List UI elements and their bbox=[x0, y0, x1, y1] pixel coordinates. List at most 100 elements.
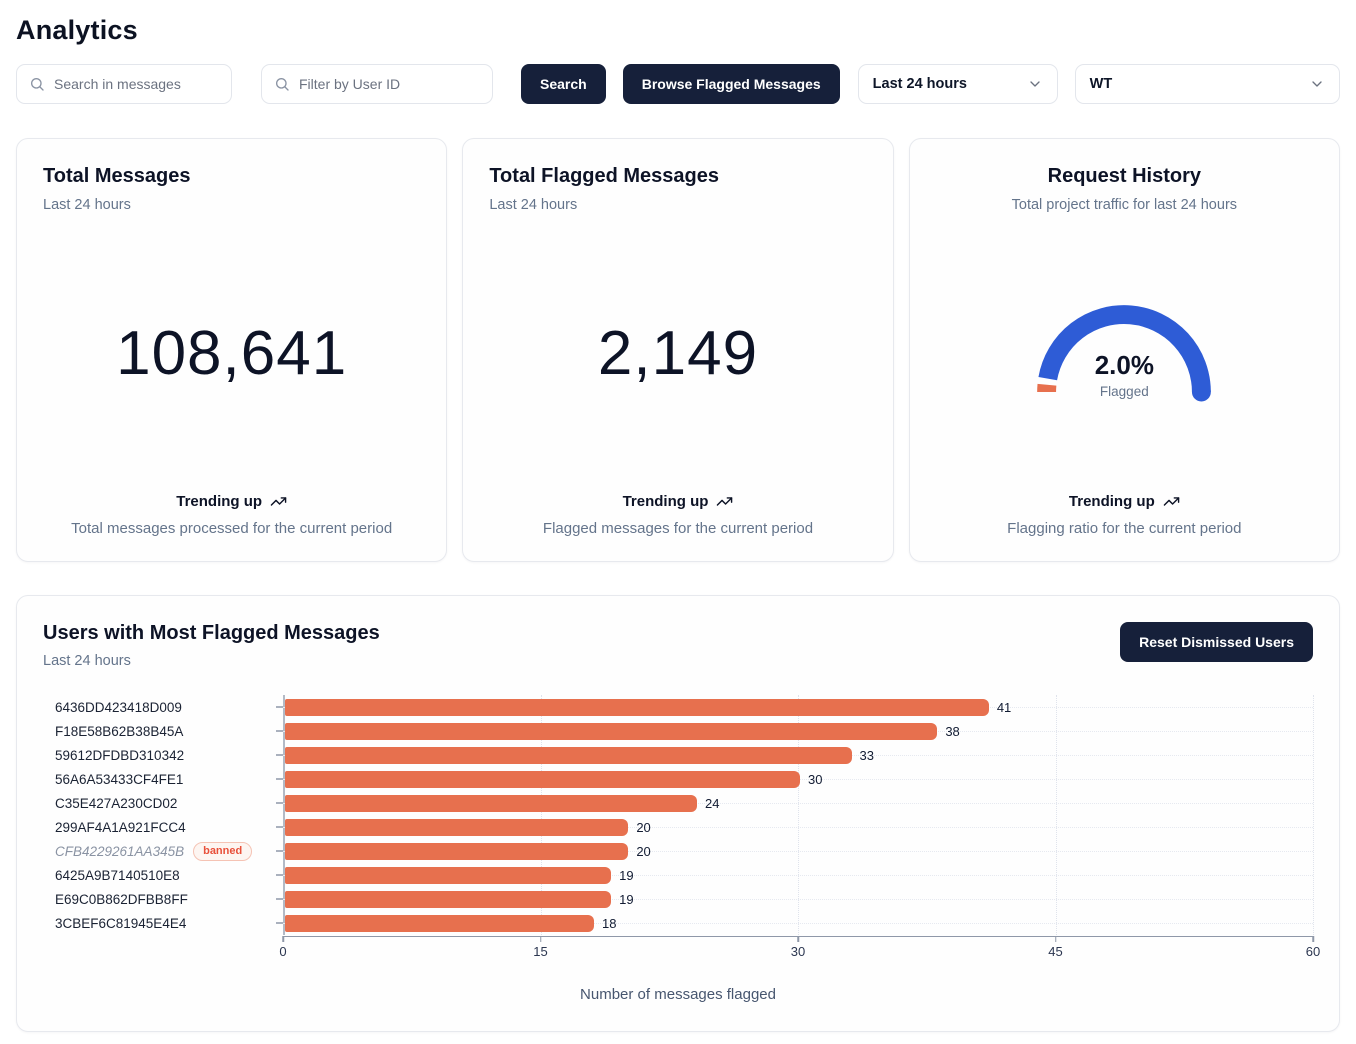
chart-row: 56A6A53433CF4FE1 30 bbox=[43, 767, 1313, 791]
search-button[interactable]: Search bbox=[521, 64, 606, 104]
chart-row: 6436DD423418D009 41 bbox=[43, 695, 1313, 719]
user-id-label: 6436DD423418D009 bbox=[55, 699, 182, 715]
bar[interactable] bbox=[285, 890, 612, 908]
user-id-label: CFB4229261AA345B banned bbox=[43, 841, 283, 861]
reset-dismissed-users-button[interactable]: Reset Dismissed Users bbox=[1120, 622, 1313, 662]
card-total-flagged: Total Flagged Messages Last 24 hours 2,1… bbox=[462, 138, 894, 562]
flagged-users-bar-chart: 6436DD423418D009 41 F18E58B62B38B45A 38 5961… bbox=[43, 695, 1320, 1003]
flagged-ratio-gauge: 2.0% Flagged bbox=[1034, 302, 1214, 405]
trending-up-icon bbox=[1163, 493, 1180, 510]
bar-chart-rows: 6436DD423418D009 41 F18E58B62B38B45A 38 5961… bbox=[43, 695, 1314, 935]
x-axis: 0 15 30 45 60 bbox=[279, 936, 1320, 960]
bar[interactable] bbox=[285, 914, 594, 932]
bar[interactable] bbox=[285, 818, 629, 836]
toolbar: Search Browse Flagged Messages Last 24 h… bbox=[16, 64, 1340, 104]
chart-row: F18E58B62B38B45A 38 bbox=[43, 719, 1313, 743]
chart-row: CFB4229261AA345B banned 20 bbox=[43, 839, 1313, 863]
page-title: Analytics bbox=[16, 15, 138, 45]
trending-up-icon bbox=[716, 493, 733, 510]
card-footnote: Flagging ratio for the current period bbox=[1007, 520, 1242, 537]
flagged-users-panel: Users with Most Flagged Messages Last 24… bbox=[16, 595, 1340, 1032]
bar-track: 19 bbox=[276, 863, 1313, 887]
chevron-down-icon bbox=[1027, 76, 1043, 92]
gauge-label: Flagged bbox=[1099, 383, 1149, 399]
project-value: WT bbox=[1089, 76, 1113, 92]
bar-track: 20 bbox=[276, 839, 1313, 863]
search-messages-input[interactable] bbox=[54, 76, 219, 92]
time-range-value: Last 24 hours bbox=[872, 76, 967, 92]
card-request-history: Request History Total project traffic fo… bbox=[908, 138, 1340, 562]
x-axis-tick-label: 45 bbox=[1048, 944, 1063, 959]
chart-row: 3CBEF6C81945E4E4 18 bbox=[43, 911, 1313, 935]
bar-value: 19 bbox=[619, 891, 634, 907]
bar-track: 30 bbox=[276, 767, 1313, 791]
x-axis-tick-label: 0 bbox=[279, 944, 287, 959]
bar-value: 18 bbox=[602, 915, 617, 931]
trend-label: Trending up bbox=[176, 493, 263, 510]
panel-subtitle: Last 24 hours bbox=[43, 653, 131, 669]
trend-label: Trending up bbox=[622, 493, 709, 510]
trending-up-icon bbox=[270, 493, 287, 510]
x-axis-tick bbox=[797, 936, 799, 942]
bar-track: 24 bbox=[276, 791, 1313, 815]
bar-value: 24 bbox=[705, 795, 720, 811]
filter-user-box[interactable] bbox=[261, 64, 493, 104]
x-axis-tick bbox=[1312, 936, 1314, 942]
bar-value: 30 bbox=[808, 771, 823, 787]
bar[interactable] bbox=[285, 746, 852, 764]
bar-value: 20 bbox=[636, 819, 651, 835]
card-subtitle: Total project traffic for last 24 hours bbox=[1011, 197, 1238, 213]
chart-row: 299AF4A1A921FCC4 20 bbox=[43, 815, 1313, 839]
card-footnote: Total messages processed for the current… bbox=[71, 520, 393, 537]
search-icon bbox=[29, 76, 45, 92]
search-messages-box[interactable] bbox=[16, 64, 232, 104]
user-id-label: 299AF4A1A921FCC4 bbox=[55, 819, 186, 835]
time-range-select[interactable]: Last 24 hours bbox=[857, 64, 1058, 104]
bar-value: 20 bbox=[636, 843, 651, 859]
y-axis-line bbox=[283, 695, 285, 935]
bar[interactable] bbox=[285, 698, 989, 716]
bar[interactable] bbox=[285, 866, 612, 884]
x-axis-tick bbox=[1054, 936, 1057, 942]
bar[interactable] bbox=[285, 842, 629, 860]
bar-value: 41 bbox=[996, 699, 1012, 715]
banned-badge: banned bbox=[193, 841, 253, 861]
user-id-label: 3CBEF6C81945E4E4 bbox=[55, 915, 187, 931]
bar-track: 20 bbox=[276, 815, 1313, 839]
search-icon bbox=[274, 76, 290, 92]
gauge-value: 2.0% bbox=[1094, 349, 1154, 380]
card-subtitle: Last 24 hours bbox=[43, 197, 131, 213]
x-axis-tick bbox=[539, 936, 542, 942]
gauge-arc-endcap bbox=[1192, 382, 1212, 402]
user-id-label: 6425A9B7140510E8 bbox=[55, 867, 180, 883]
filter-user-input[interactable] bbox=[299, 76, 480, 92]
x-axis-label: Number of messages flagged bbox=[580, 986, 776, 1003]
bar[interactable] bbox=[285, 722, 938, 740]
panel-title: Users with Most Flagged Messages bbox=[43, 622, 380, 644]
browse-flagged-button[interactable]: Browse Flagged Messages bbox=[622, 64, 840, 104]
x-axis-tick bbox=[282, 936, 284, 942]
user-id-label: E69C0B862DFBB8FF bbox=[55, 891, 188, 907]
x-axis-tick-label: 60 bbox=[1305, 944, 1321, 959]
user-id-label: C35E427A230CD02 bbox=[55, 795, 178, 811]
stat-cards: Total Messages Last 24 hours 108,641 Tre… bbox=[16, 138, 1340, 562]
bar-track: 38 bbox=[276, 719, 1313, 743]
gauge-main-arc bbox=[1038, 304, 1212, 392]
bar-value: 33 bbox=[859, 747, 874, 763]
total-messages-value: 108,641 bbox=[116, 318, 348, 388]
bar-track: 18 bbox=[276, 911, 1313, 935]
card-title: Request History bbox=[1047, 165, 1202, 187]
total-flagged-value: 2,149 bbox=[597, 318, 759, 388]
bar-track: 41 bbox=[276, 695, 1313, 719]
x-axis-tick-label: 15 bbox=[533, 944, 548, 959]
gridline bbox=[1313, 695, 1314, 935]
bar[interactable] bbox=[285, 794, 697, 812]
card-total-messages: Total Messages Last 24 hours 108,641 Tre… bbox=[16, 138, 448, 562]
bar[interactable] bbox=[285, 770, 800, 788]
card-title: Total Flagged Messages bbox=[489, 165, 720, 187]
chart-row: C35E427A230CD02 24 bbox=[43, 791, 1313, 815]
project-select[interactable]: WT bbox=[1074, 64, 1340, 104]
bar-value: 19 bbox=[619, 867, 634, 883]
user-id-label: 56A6A53433CF4FE1 bbox=[55, 771, 184, 787]
card-subtitle: Last 24 hours bbox=[489, 197, 578, 213]
